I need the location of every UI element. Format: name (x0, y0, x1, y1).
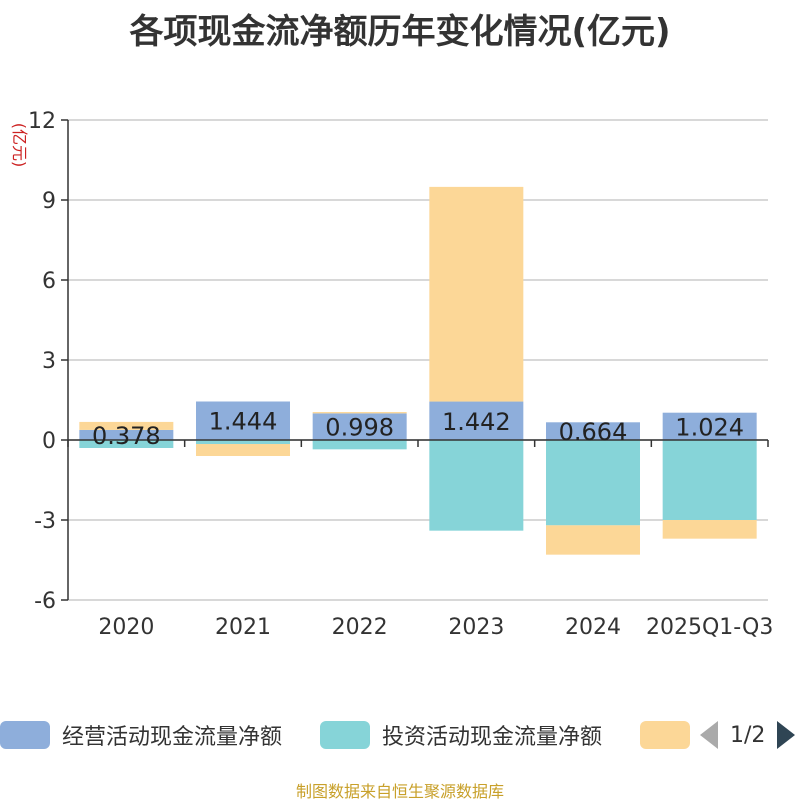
x-tick-label-1: 2021 (215, 615, 271, 640)
legend: 经营活动现金流量净额 投资活动现金流量净额 (0, 715, 800, 755)
bar-series0-1 (196, 401, 290, 440)
legend-pager: 1/2 (700, 718, 796, 752)
pager-prev-icon[interactable] (700, 721, 718, 749)
bar-series0-3 (429, 401, 524, 440)
legend-item-operating[interactable]: 经营活动现金流量净额 (0, 715, 282, 755)
source-footer: 制图数据来自恒生聚源数据库 (295, 782, 504, 801)
bar-series2-2 (312, 412, 407, 414)
data-label-0: 0.378 (92, 422, 161, 450)
bar-series1-1 (196, 440, 290, 444)
y-tick-label-6: 12 (28, 109, 56, 134)
bar-series1-3 (429, 440, 524, 531)
bar-series0-0 (79, 429, 174, 440)
data-label-1: 1.444 (209, 408, 278, 436)
y-tick-label-3: 3 (42, 349, 56, 374)
bar-series1-0 (79, 440, 174, 448)
data-label-2: 0.998 (325, 414, 394, 442)
bar-series2-1 (196, 444, 290, 456)
data-label-5: 1.024 (675, 413, 744, 441)
pager-next-icon[interactable] (777, 721, 796, 749)
bar-series2-5 (662, 520, 757, 539)
bar-series2-0 (79, 421, 174, 430)
legend-swatch-investing (320, 721, 370, 749)
chart-canvas: -6 -3 0 3 6 9 12(亿元) 0.378 1.444 0.998 1.442 0.664 1… (10, 109, 773, 640)
legend-swatch-operating (0, 721, 50, 749)
x-tick-label-0: 2020 (98, 615, 154, 640)
data-label-3: 1.442 (442, 408, 511, 436)
x-tick-label-3: 2023 (448, 615, 504, 640)
bar-series1-5 (662, 440, 757, 520)
legend-label-operating: 经营活动现金流量净额 (62, 725, 283, 750)
legend-swatch-third (640, 721, 690, 749)
bar-series0-2 (312, 413, 407, 440)
bar-series2-4 (546, 525, 640, 555)
y-tick-label-4: 6 (42, 269, 56, 294)
x-tick-label-4: 2024 (565, 615, 621, 640)
y-tick-label-2: 0 (42, 429, 56, 454)
y-tick-label-1: -3 (34, 509, 56, 534)
bar-series0-5 (662, 412, 757, 440)
bar-series1-2 (312, 440, 407, 450)
y-tick-label-5: 9 (42, 189, 56, 214)
x-tick-label-5: 2025Q1-Q3 (646, 615, 773, 640)
legend-label-investing: 投资活动现金流量净额 (382, 725, 603, 750)
data-label-4: 0.664 (559, 418, 628, 446)
legend-item-investing[interactable]: 投资活动现金流量净额 (320, 715, 602, 755)
legend-item-third[interactable] (640, 715, 690, 755)
bar-series1-4 (546, 440, 640, 526)
y-tick-label-0: -6 (34, 589, 56, 614)
y-axis-unit-label: (亿元) (10, 123, 29, 168)
pager-text: 1/2 (730, 722, 766, 748)
chart-title: 各项现金流净额历年变化情况(亿元) (129, 12, 671, 52)
x-tick-label-2: 2022 (332, 615, 388, 640)
bar-series0-4 (546, 422, 640, 440)
bar-series2-3 (429, 186, 524, 402)
